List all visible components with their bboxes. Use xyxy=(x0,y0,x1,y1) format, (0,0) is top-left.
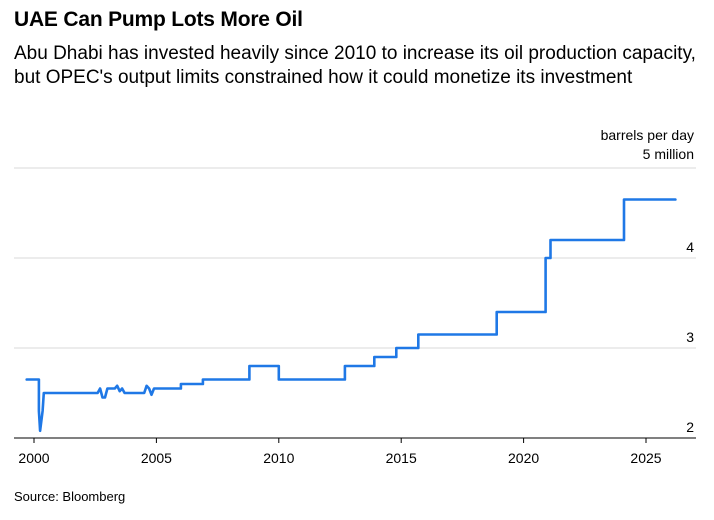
series-layer xyxy=(25,198,677,433)
y-tick-label: 2 xyxy=(686,419,694,435)
x-tick-label: 2000 xyxy=(18,450,49,466)
y-axis-top-label: 5 million xyxy=(642,146,694,162)
y-axis-unit-label: barrels per day xyxy=(600,127,694,143)
source-note: Source: Bloomberg xyxy=(14,489,126,504)
x-tick-label: 2025 xyxy=(630,450,661,466)
y-tick-label: 3 xyxy=(686,329,694,345)
gridlines xyxy=(14,167,696,349)
x-axis xyxy=(14,437,696,443)
y-tick-label: 4 xyxy=(686,239,694,255)
chart-title: UAE Can Pump Lots More Oil xyxy=(14,8,303,31)
line-chart: 2 3 4 2000 2005 2010 2015 2020 2025 xyxy=(14,167,696,466)
x-tick-label: 2020 xyxy=(508,450,539,466)
series-line-0 xyxy=(25,198,677,433)
x-tick-label: 2015 xyxy=(386,450,417,466)
x-tick-label: 2010 xyxy=(263,450,294,466)
chart-subtitle: Abu Dhabi has invested heavily since 201… xyxy=(14,43,696,88)
x-tick-label: 2005 xyxy=(141,450,172,466)
tick-labels: 2 3 4 2000 2005 2010 2015 2020 2025 xyxy=(18,239,694,466)
